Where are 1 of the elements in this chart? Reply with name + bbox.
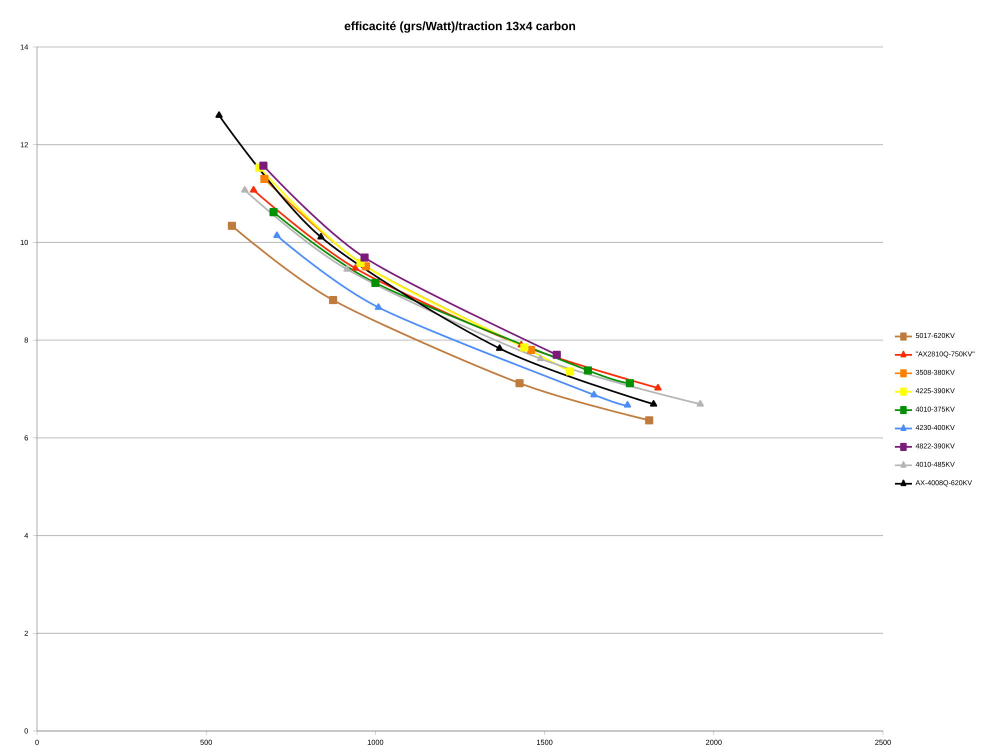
chart-title: efficacité (grs/Watt)/traction 13x4 carbon bbox=[344, 21, 576, 33]
